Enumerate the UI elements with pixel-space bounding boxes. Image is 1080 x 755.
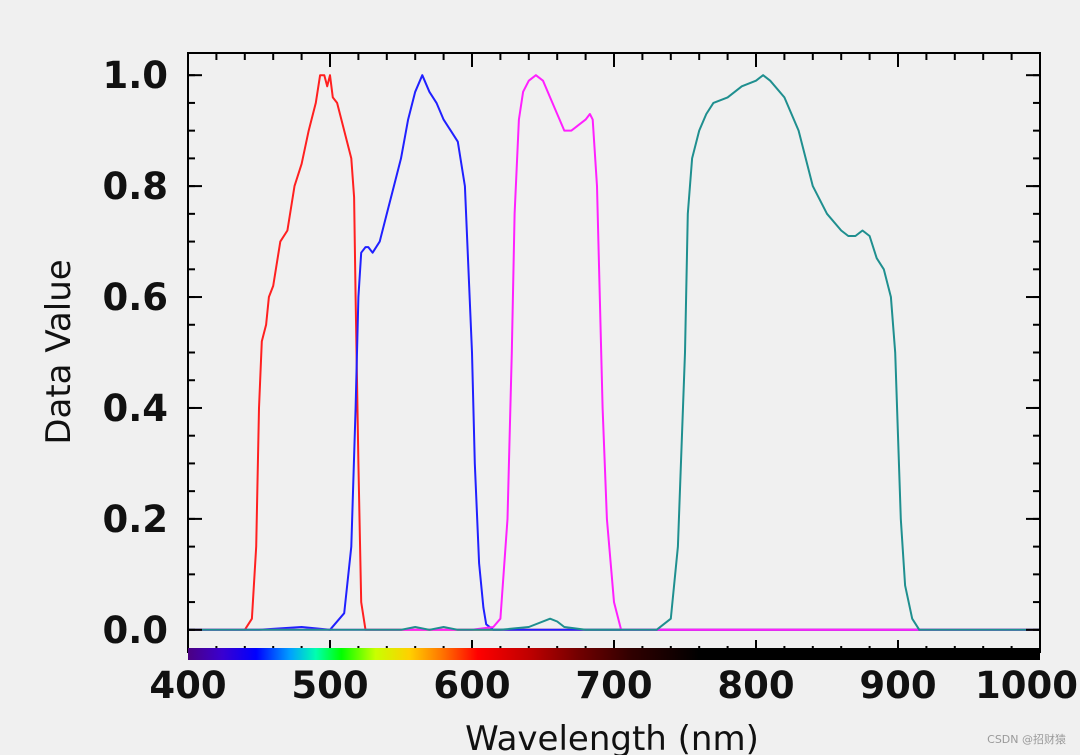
y-tick-label: 0.4	[102, 387, 168, 430]
series-line-2	[188, 74, 1040, 631]
y-axis-title: Data Value	[39, 259, 79, 444]
series-group	[188, 74, 1040, 631]
x-tick-label: 600	[433, 664, 510, 707]
x-tick-label: 900	[859, 664, 936, 707]
y-tick-label: 0.8	[102, 165, 168, 208]
x-tick-label: 500	[291, 664, 368, 707]
plot-area	[188, 53, 1040, 652]
tick-labels: 0.0 0.2 0.4 0.6 0.8 1.0 400 500 600 700 800 900 1000	[102, 54, 1078, 707]
y-tick-label: 0.2	[102, 498, 168, 541]
y-tick-label: 0.6	[102, 276, 168, 319]
watermark: CSDN @招财猿	[987, 733, 1066, 746]
y-tick-label: 0.0	[102, 609, 168, 652]
series-line-3	[188, 74, 1040, 631]
series-line-4	[188, 74, 1040, 631]
x-tick-label: 1000	[975, 664, 1078, 707]
x-axis-title: Wavelength (nm)	[465, 719, 759, 755]
wavelength-colorbar	[188, 648, 1040, 660]
y-tick-label: 1.0	[102, 54, 168, 97]
x-tick-label: 800	[717, 664, 794, 707]
x-tick-label: 400	[149, 664, 226, 707]
x-tick-label: 700	[575, 664, 652, 707]
